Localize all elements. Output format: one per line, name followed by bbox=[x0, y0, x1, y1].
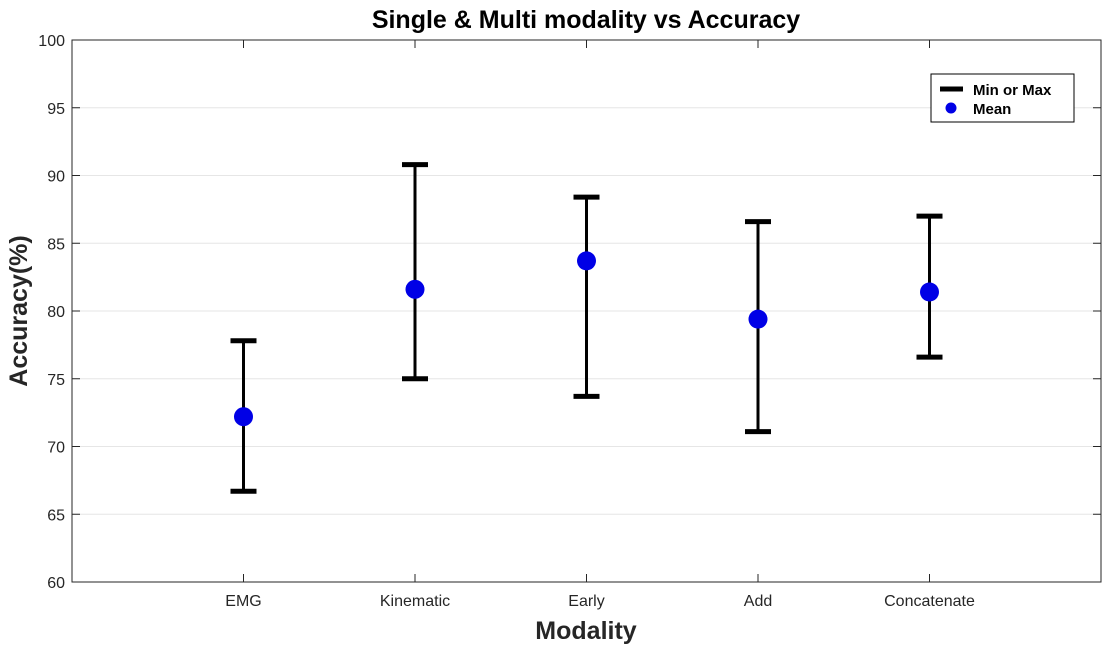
mean-point bbox=[920, 282, 939, 302]
x-tick-label: Early bbox=[568, 593, 604, 610]
y-tick-label: 75 bbox=[47, 372, 65, 389]
mean-point bbox=[234, 407, 253, 427]
y-tick-label: 70 bbox=[47, 440, 65, 457]
y-tick-label: 85 bbox=[47, 236, 65, 253]
y-tick-label: 100 bbox=[38, 33, 65, 50]
legend-box bbox=[930, 73, 1075, 123]
axes: 60 65 70 75 80 85 90 95 100 EMG Kinematic Early Add C… bbox=[38, 33, 1101, 610]
legend-mean-label: Mean bbox=[973, 101, 1011, 118]
data-marks bbox=[230, 162, 943, 494]
y-tick-label: 80 bbox=[47, 304, 65, 321]
x-tick-label: Kinematic bbox=[380, 593, 450, 610]
chart-title: Single & Multi modality vs Accuracy bbox=[372, 6, 800, 34]
y-tick-label: 90 bbox=[47, 169, 65, 186]
x-tick-label: Concatenate bbox=[884, 593, 975, 610]
mean-point bbox=[405, 279, 425, 299]
x-axis-title: Modality bbox=[535, 617, 636, 645]
y-tick-label: 60 bbox=[47, 575, 65, 592]
y-tick-label: 95 bbox=[47, 101, 65, 118]
legend-minmax-label: Min or Max bbox=[973, 82, 1052, 99]
x-tick-label: EMG bbox=[225, 593, 261, 610]
mean-point bbox=[748, 309, 768, 329]
mean-point bbox=[577, 251, 596, 271]
y-axis-title: Accuracy(%) bbox=[5, 235, 33, 386]
legend: Min or Max Mean bbox=[930, 73, 1075, 123]
legend-mean-swatch bbox=[945, 102, 957, 114]
x-tick-label: Add bbox=[744, 593, 772, 610]
y-tick-label: 65 bbox=[47, 507, 65, 524]
